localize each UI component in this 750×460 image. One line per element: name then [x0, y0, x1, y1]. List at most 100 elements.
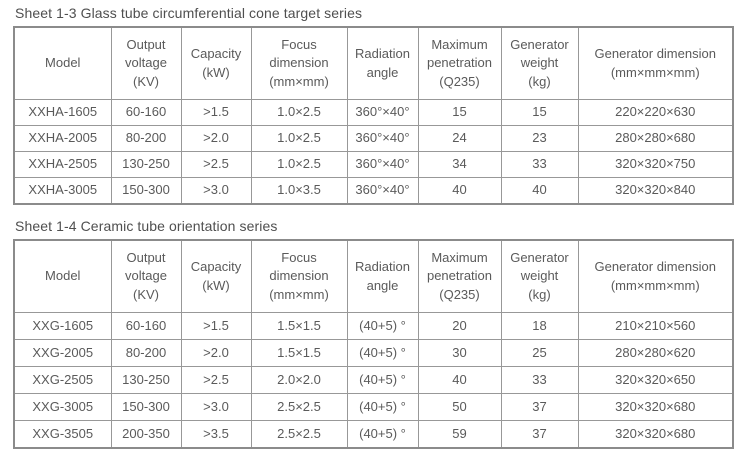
table-cell: XXHA-2505 — [13, 151, 112, 178]
table-cell: 25 — [500, 339, 579, 367]
table-cell: 320×320×750 — [577, 151, 734, 178]
table-cell: 1.5×1.5 — [250, 339, 348, 367]
table-cell: 23 — [500, 125, 579, 152]
table-cell: 37 — [500, 393, 579, 421]
table-row: XXG-2005 80-200 >2.0 1.5×1.5 (40+5) ° 30 25 280… — [13, 339, 734, 367]
table-cell: >3.0 — [180, 393, 252, 421]
table-cell: 280×280×680 — [577, 125, 734, 152]
column-header-radiation-angle: Radiation angle — [346, 239, 419, 313]
table-cell: >1.5 — [180, 312, 252, 340]
table-cell: 150-300 — [110, 393, 182, 421]
table-cell: XXG-2505 — [13, 366, 112, 394]
table-cell: 1.0×2.5 — [250, 151, 348, 178]
table-cell: 59 — [417, 420, 502, 449]
table-cell: 37 — [500, 420, 579, 449]
sheet-1-3-section: Sheet 1-3 Glass tube circumferential con… — [13, 0, 734, 205]
table-cell: XXG-2005 — [13, 339, 112, 367]
table-cell: 360°×40° — [346, 125, 419, 152]
table-cell: XXHA-3005 — [13, 177, 112, 205]
table-cell: 360°×40° — [346, 99, 419, 126]
table-row: XXHA-2005 80-200 >2.0 1.0×2.5 360°×40° 24 23 28… — [13, 125, 734, 152]
table-cell: 280×280×620 — [577, 339, 734, 367]
column-header-output-voltage: Output voltage (KV) — [110, 26, 182, 100]
table-cell: 40 — [500, 177, 579, 205]
ceramic-tube-table-body: XXG-1605 60-160 >1.5 1.5×1.5 (40+5) ° 20 18 210… — [13, 312, 734, 449]
table-cell: 2.5×2.5 — [250, 393, 348, 421]
table-cell: 33 — [500, 366, 579, 394]
table-cell: 320×320×680 — [577, 420, 734, 449]
table-cell: >3.0 — [180, 177, 252, 205]
table-cell: 360°×40° — [346, 151, 419, 178]
column-header-maximum-penetration: Maximum penetration (Q235) — [417, 239, 502, 313]
sheet-1-4-title: Sheet 1-4 Ceramic tube orientation serie… — [15, 218, 278, 234]
table-cell: XXG-3005 — [13, 393, 112, 421]
table-cell: >3.5 — [180, 420, 252, 449]
table-cell: 60-160 — [110, 99, 182, 126]
table-cell: 60-160 — [110, 312, 182, 340]
ceramic-tube-spec-table: Model Output voltage (KV) Capacity (kW) … — [13, 239, 734, 449]
table-row: XXG-2505 130-250 >2.5 2.0×2.0 (40+5) ° 40 33 32… — [13, 366, 734, 394]
table-cell: 2.5×2.5 — [250, 420, 348, 449]
column-header-generator-weight: Generator weight (kg) — [500, 239, 579, 313]
table-cell: 34 — [417, 151, 502, 178]
column-header-maximum-penetration: Maximum penetration (Q235) — [417, 26, 502, 100]
column-header-focus-dimension: Focus dimension (mm×mm) — [250, 239, 348, 313]
table-cell: XXG-1605 — [13, 312, 112, 340]
table-cell: (40+5) ° — [346, 312, 419, 340]
glass-tube-table-body: XXHA-1605 60-160 >1.5 1.0×2.5 360°×40° 15 15 22… — [13, 99, 734, 205]
column-header-generator-weight: Generator weight (kg) — [500, 26, 579, 100]
table-cell: >2.0 — [180, 339, 252, 367]
table-cell: 1.0×3.5 — [250, 177, 348, 205]
table-cell: >1.5 — [180, 99, 252, 126]
table-row: XXG-3005 150-300 >3.0 2.5×2.5 (40+5) ° 50 37 32… — [13, 393, 734, 421]
table-cell: 1.0×2.5 — [250, 99, 348, 126]
table-row: XXG-3505 200-350 >3.5 2.5×2.5 (40+5) ° 59 37 32… — [13, 420, 734, 449]
table-row: XXHA-1605 60-160 >1.5 1.0×2.5 360°×40° 15 15 22… — [13, 99, 734, 126]
table-cell: 210×210×560 — [577, 312, 734, 340]
table-cell: 40 — [417, 177, 502, 205]
header-row: Model Output voltage (KV) Capacity (kW) … — [13, 239, 734, 313]
table-cell: >2.5 — [180, 151, 252, 178]
table-cell: 80-200 — [110, 125, 182, 152]
table-cell: 1.0×2.5 — [250, 125, 348, 152]
table-cell: 320×320×650 — [577, 366, 734, 394]
column-header-model: Model — [13, 239, 112, 313]
table-cell: 220×220×630 — [577, 99, 734, 126]
table-cell: 1.5×1.5 — [250, 312, 348, 340]
table-cell: 20 — [417, 312, 502, 340]
column-header-radiation-angle: Radiation angle — [346, 26, 419, 100]
table-cell: >2.0 — [180, 125, 252, 152]
sheet-1-4-section: Sheet 1-4 Ceramic tube orientation serie… — [13, 218, 734, 449]
table-cell: 33 — [500, 151, 579, 178]
table-cell: 150-300 — [110, 177, 182, 205]
table-row: XXHA-3005 150-300 >3.0 1.0×3.5 360°×40° 40 40 3… — [13, 177, 734, 205]
table-cell: (40+5) ° — [346, 393, 419, 421]
sheet-1-3-title: Sheet 1-3 Glass tube circumferential con… — [15, 5, 363, 21]
column-header-generator-dimension: Generator dimension (mm×mm×mm) — [577, 26, 734, 100]
column-header-generator-dimension: Generator dimension (mm×mm×mm) — [577, 239, 734, 313]
table-cell: 15 — [417, 99, 502, 126]
table-row: XXG-1605 60-160 >1.5 1.5×1.5 (40+5) ° 20 18 210… — [13, 312, 734, 340]
glass-tube-spec-table: Model Output voltage (KV) Capacity (kW) … — [13, 26, 734, 205]
table-cell: 130-250 — [110, 366, 182, 394]
table-cell: XXHA-1605 — [13, 99, 112, 126]
table-cell: 200-350 — [110, 420, 182, 449]
table-cell: 18 — [500, 312, 579, 340]
column-header-output-voltage: Output voltage (KV) — [110, 239, 182, 313]
column-header-focus-dimension: Focus dimension (mm×mm) — [250, 26, 348, 100]
table-cell: 50 — [417, 393, 502, 421]
table-cell: XXG-3505 — [13, 420, 112, 449]
column-header-capacity: Capacity (kW) — [180, 26, 252, 100]
table-cell: 360°×40° — [346, 177, 419, 205]
table-cell: 15 — [500, 99, 579, 126]
table-cell: 2.0×2.0 — [250, 366, 348, 394]
table-row: XXHA-2505 130-250 >2.5 1.0×2.5 360°×40° 34 33 3… — [13, 151, 734, 178]
table-cell: 30 — [417, 339, 502, 367]
table-cell: XXHA-2005 — [13, 125, 112, 152]
column-header-model: Model — [13, 26, 112, 100]
table-cell: 320×320×680 — [577, 393, 734, 421]
table-cell: 320×320×840 — [577, 177, 734, 205]
table-cell: 40 — [417, 366, 502, 394]
column-header-capacity: Capacity (kW) — [180, 239, 252, 313]
header-row: Model Output voltage (KV) Capacity (kW) … — [13, 26, 734, 100]
